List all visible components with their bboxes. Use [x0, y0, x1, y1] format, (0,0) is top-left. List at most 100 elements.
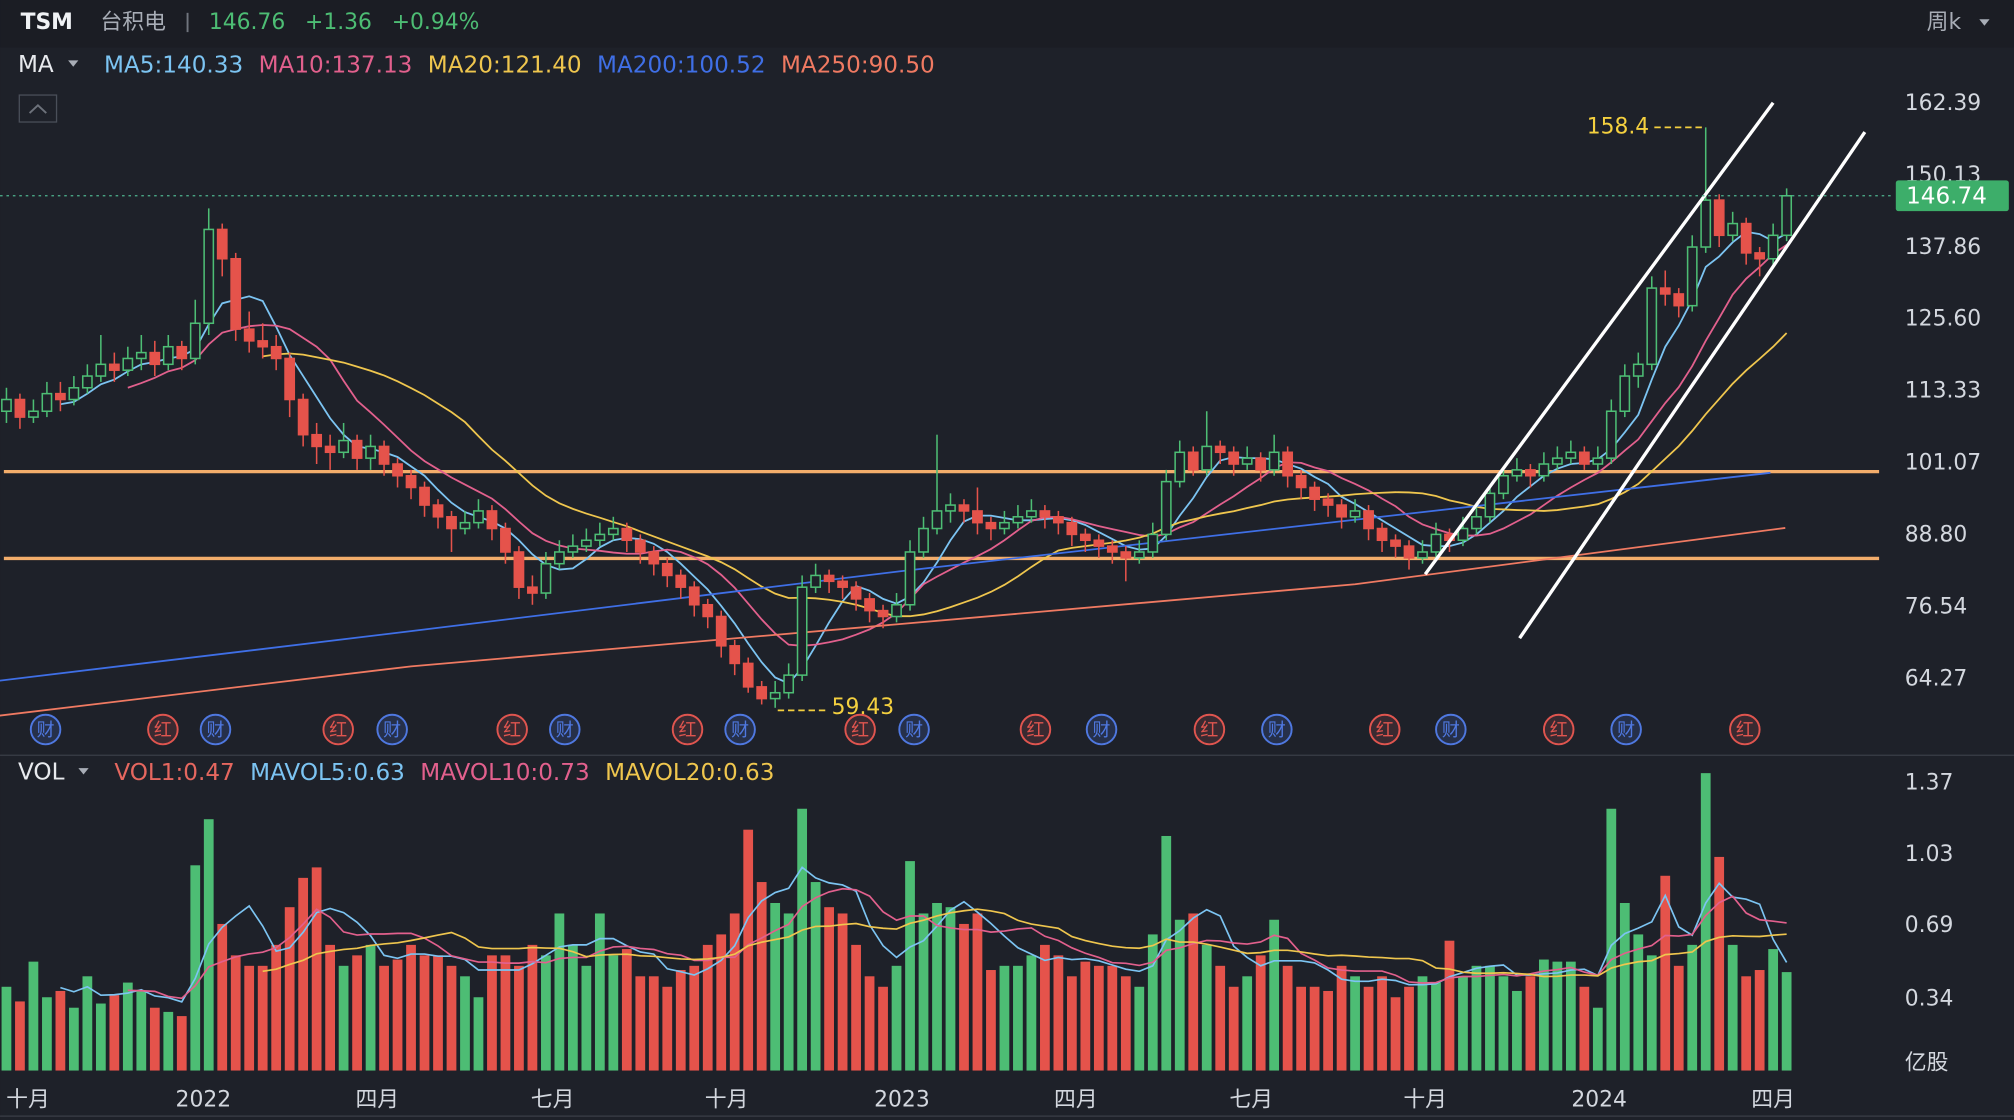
candle-body — [1659, 287, 1671, 295]
event-label[interactable]: 财 — [905, 720, 923, 741]
volume-bar — [446, 965, 457, 1071]
event-badge[interactable] — [1019, 713, 1052, 746]
dropdown-arrow[interactable] — [68, 60, 79, 67]
volume-bar — [1147, 934, 1158, 1071]
volume-bar — [392, 959, 403, 1071]
volume-bar — [999, 965, 1010, 1071]
volume-bar — [433, 955, 443, 1071]
candle-body — [904, 551, 916, 606]
event-badge[interactable] — [322, 713, 354, 746]
period-selector[interactable]: 周k — [1927, 10, 1962, 35]
event-label[interactable]: 红 — [851, 720, 869, 741]
price: 146.76 — [209, 10, 285, 35]
event-badge[interactable] — [1369, 713, 1401, 746]
x-tick-label: 四月 — [355, 1088, 399, 1113]
event-label[interactable]: 财 — [1442, 720, 1460, 741]
vol-indicator[interactable]: VOL — [18, 760, 65, 786]
legend-entry: MA5:140.33 — [104, 52, 243, 78]
event-badge[interactable] — [1610, 713, 1642, 746]
candle-body — [783, 674, 795, 694]
vol-tick-label: 0.69 — [1905, 913, 1954, 938]
volume-bar — [1714, 856, 1725, 1071]
volume-bar — [541, 955, 551, 1071]
volume-bar — [365, 944, 376, 1071]
volume-bar — [1485, 965, 1495, 1071]
event-badge[interactable] — [147, 713, 179, 746]
candle-body — [459, 521, 471, 530]
candle-body — [972, 510, 983, 524]
collapse-button[interactable] — [18, 94, 58, 123]
volume-bar — [837, 913, 848, 1071]
volume-bar — [1768, 949, 1779, 1071]
candle-body — [270, 345, 282, 360]
event-badge[interactable] — [1542, 713, 1575, 746]
volume-bar — [554, 913, 565, 1071]
event-label[interactable]: 红 — [1200, 720, 1218, 741]
volume-bar — [1633, 934, 1644, 1071]
volume-bar — [514, 965, 524, 1071]
event-label[interactable]: 财 — [1617, 720, 1635, 741]
event-badge[interactable] — [1729, 713, 1761, 746]
event-badge[interactable] — [724, 713, 756, 746]
legend-entry: MAVOL5:0.63 — [250, 760, 405, 786]
volume-bar — [1619, 902, 1630, 1071]
event-label[interactable]: 红 — [503, 720, 521, 741]
event-label[interactable]: 财 — [207, 720, 225, 741]
volume-bar — [271, 944, 282, 1071]
event-label[interactable]: 红 — [1026, 720, 1044, 741]
candle-body — [1160, 480, 1172, 536]
event-label[interactable]: 红 — [679, 720, 697, 741]
candle-body — [1336, 504, 1347, 518]
event-badge[interactable] — [1085, 713, 1118, 746]
candle-body — [81, 375, 93, 389]
event-label[interactable]: 财 — [1093, 720, 1111, 741]
candle-body — [1551, 457, 1563, 465]
volume-bar — [1066, 976, 1077, 1071]
event-badge[interactable] — [1261, 713, 1293, 746]
ma-indicator[interactable]: MA — [18, 52, 54, 78]
event-badge[interactable] — [1193, 713, 1226, 746]
candle-body — [1632, 363, 1644, 377]
event-badge[interactable] — [671, 713, 704, 746]
candle-body — [122, 357, 134, 371]
event-badge[interactable] — [898, 713, 930, 746]
volume-bar — [1660, 875, 1671, 1071]
volume-bar — [379, 965, 389, 1071]
event-label[interactable]: 红 — [1550, 720, 1568, 741]
event-label[interactable]: 财 — [383, 720, 401, 741]
collapse-icon[interactable] — [28, 104, 47, 114]
event-badge[interactable] — [496, 713, 528, 746]
event-badge[interactable] — [29, 713, 62, 746]
candle-body — [1673, 293, 1685, 307]
volume-bar — [1431, 982, 1441, 1071]
candle-body — [580, 539, 592, 547]
event-label[interactable]: 红 — [1376, 720, 1394, 741]
candle-body — [742, 662, 754, 688]
candle-body — [1228, 451, 1240, 465]
event-label[interactable]: 红 — [329, 720, 347, 741]
mavol-line — [262, 908, 1787, 978]
event-badge[interactable] — [549, 713, 581, 746]
volume-bar — [1390, 997, 1401, 1071]
dropdown-arrow[interactable] — [1979, 19, 1990, 26]
event-label[interactable]: 财 — [556, 720, 574, 741]
candle-body — [810, 574, 822, 588]
event-label[interactable]: 财 — [37, 720, 55, 741]
candle-body — [1754, 252, 1766, 260]
event-badge[interactable] — [844, 713, 876, 746]
event-badge[interactable] — [1435, 713, 1467, 746]
event-label[interactable]: 红 — [1736, 720, 1754, 741]
candle-body — [243, 328, 255, 342]
dropdown-arrow[interactable] — [78, 768, 89, 775]
volume-bar — [1134, 986, 1145, 1071]
event-label[interactable]: 财 — [731, 720, 749, 741]
y-tick-label: 125.60 — [1905, 307, 1981, 332]
candle-body — [999, 521, 1010, 530]
candle-body — [311, 433, 323, 448]
event-badge[interactable] — [376, 713, 408, 746]
event-badge[interactable] — [199, 713, 232, 746]
volume-bar — [743, 829, 754, 1071]
event-label[interactable]: 财 — [1268, 720, 1286, 741]
event-label[interactable]: 红 — [154, 720, 172, 741]
candle-body — [324, 445, 336, 454]
